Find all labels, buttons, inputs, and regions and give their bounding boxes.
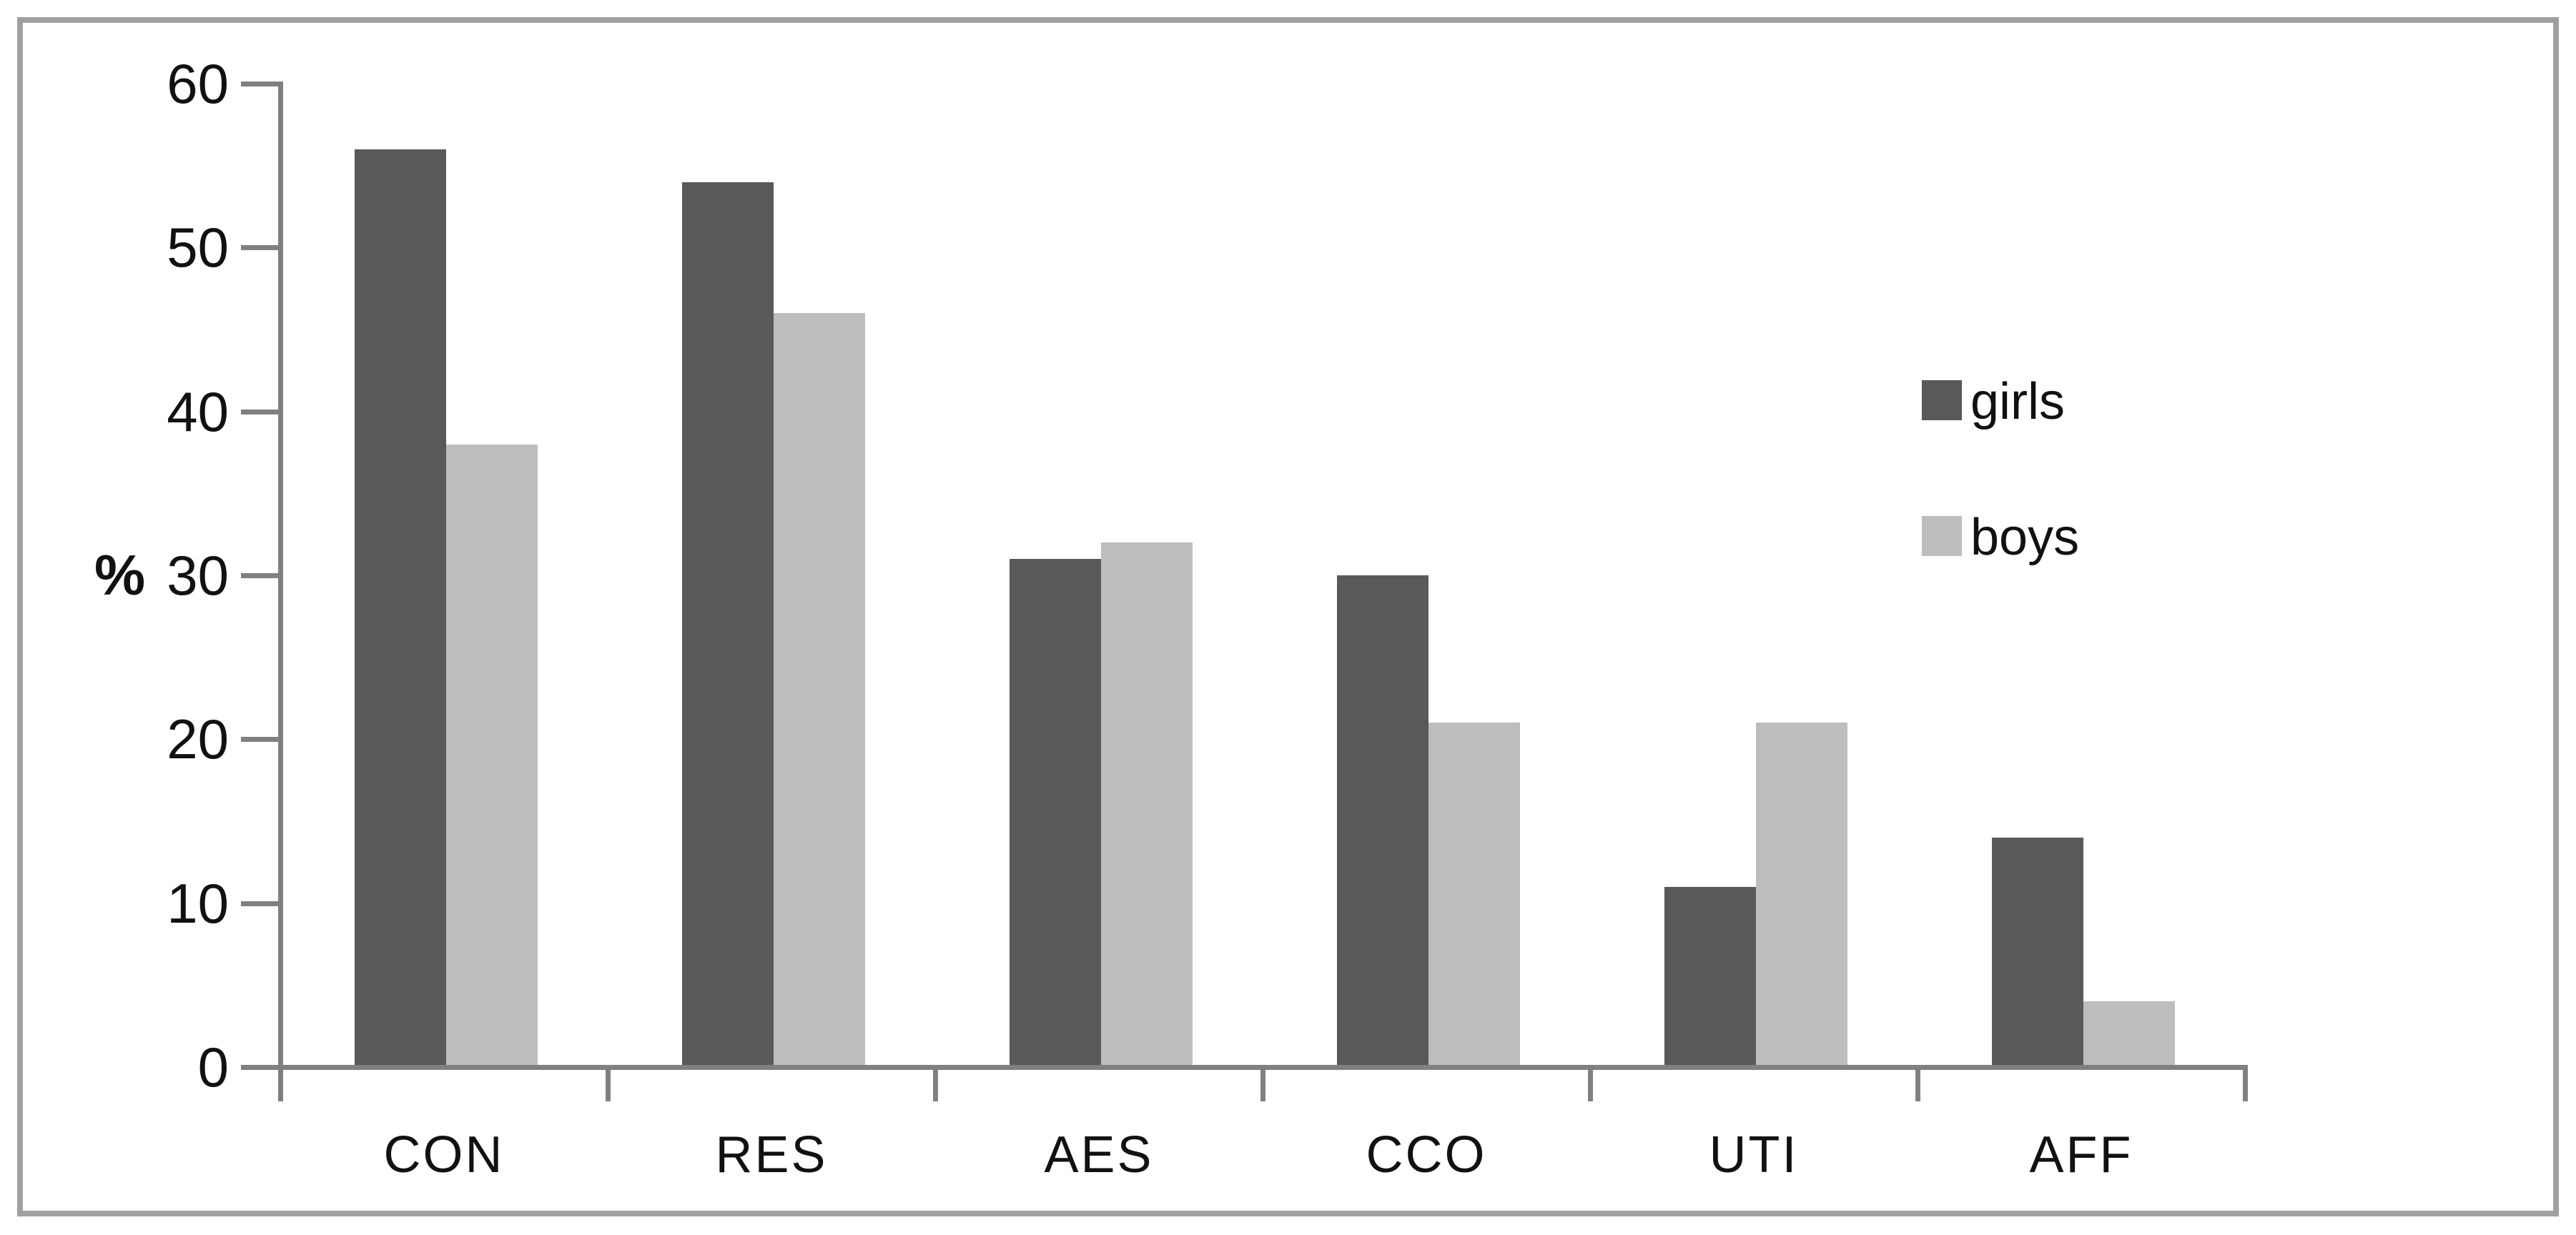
x-boundary-tick-4 xyxy=(1588,1067,1593,1101)
bar-girls-aes xyxy=(1010,559,1101,1067)
y-tick-0 xyxy=(241,1065,280,1070)
bar-boys-aff xyxy=(2083,1001,2175,1067)
legend-swatch-boys xyxy=(1922,516,1962,556)
y-tick-label-50: 50 xyxy=(167,216,229,279)
bar-boys-res xyxy=(774,313,865,1067)
legend-label-girls: girls xyxy=(1970,373,2066,430)
bar-boys-aes xyxy=(1101,542,1193,1067)
y-tick-label-30: 30 xyxy=(167,544,229,607)
x-boundary-tick-6 xyxy=(2243,1067,2248,1101)
y-tick-50 xyxy=(241,245,280,250)
x-category-label-aff: AFF xyxy=(2029,1126,2133,1184)
bar-girls-res xyxy=(682,182,774,1067)
x-category-label-res: RES xyxy=(715,1126,828,1184)
bar-boys-con xyxy=(446,445,538,1067)
y-tick-label-20: 20 xyxy=(167,708,229,770)
x-category-label-cco: CCO xyxy=(1366,1126,1487,1184)
x-boundary-tick-1 xyxy=(606,1067,611,1101)
y-tick-label-0: 0 xyxy=(197,1036,229,1098)
y-tick-label-40: 40 xyxy=(167,380,229,443)
bar-girls-uti xyxy=(1664,887,1756,1067)
y-tick-60 xyxy=(241,81,280,86)
legend-swatch-girls xyxy=(1922,380,1962,420)
x-boundary-tick-3 xyxy=(1260,1067,1265,1101)
y-tick-label-10: 10 xyxy=(167,872,229,935)
x-category-label-uti: UTI xyxy=(1709,1126,1799,1184)
x-axis-line xyxy=(241,1065,2248,1070)
x-boundary-tick-0 xyxy=(278,1067,283,1101)
x-category-label-con: CON xyxy=(383,1126,505,1184)
y-tick-10 xyxy=(241,901,280,906)
bar-girls-aff xyxy=(1992,838,2083,1067)
legend-label-boys: boys xyxy=(1970,509,2080,566)
y-tick-20 xyxy=(241,737,280,742)
bar-boys-uti xyxy=(1756,723,1847,1067)
x-boundary-tick-5 xyxy=(1915,1067,1920,1101)
y-tick-30 xyxy=(241,573,280,578)
bar-boys-cco xyxy=(1428,723,1520,1067)
bar-girls-cco xyxy=(1337,575,1428,1067)
y-tick-label-60: 60 xyxy=(167,52,229,115)
bar-girls-con xyxy=(355,149,446,1067)
x-category-label-aes: AES xyxy=(1044,1126,1154,1184)
y-axis-title: % xyxy=(94,543,146,607)
y-axis-line xyxy=(278,81,283,1070)
x-boundary-tick-2 xyxy=(933,1067,938,1101)
y-tick-40 xyxy=(241,410,280,415)
